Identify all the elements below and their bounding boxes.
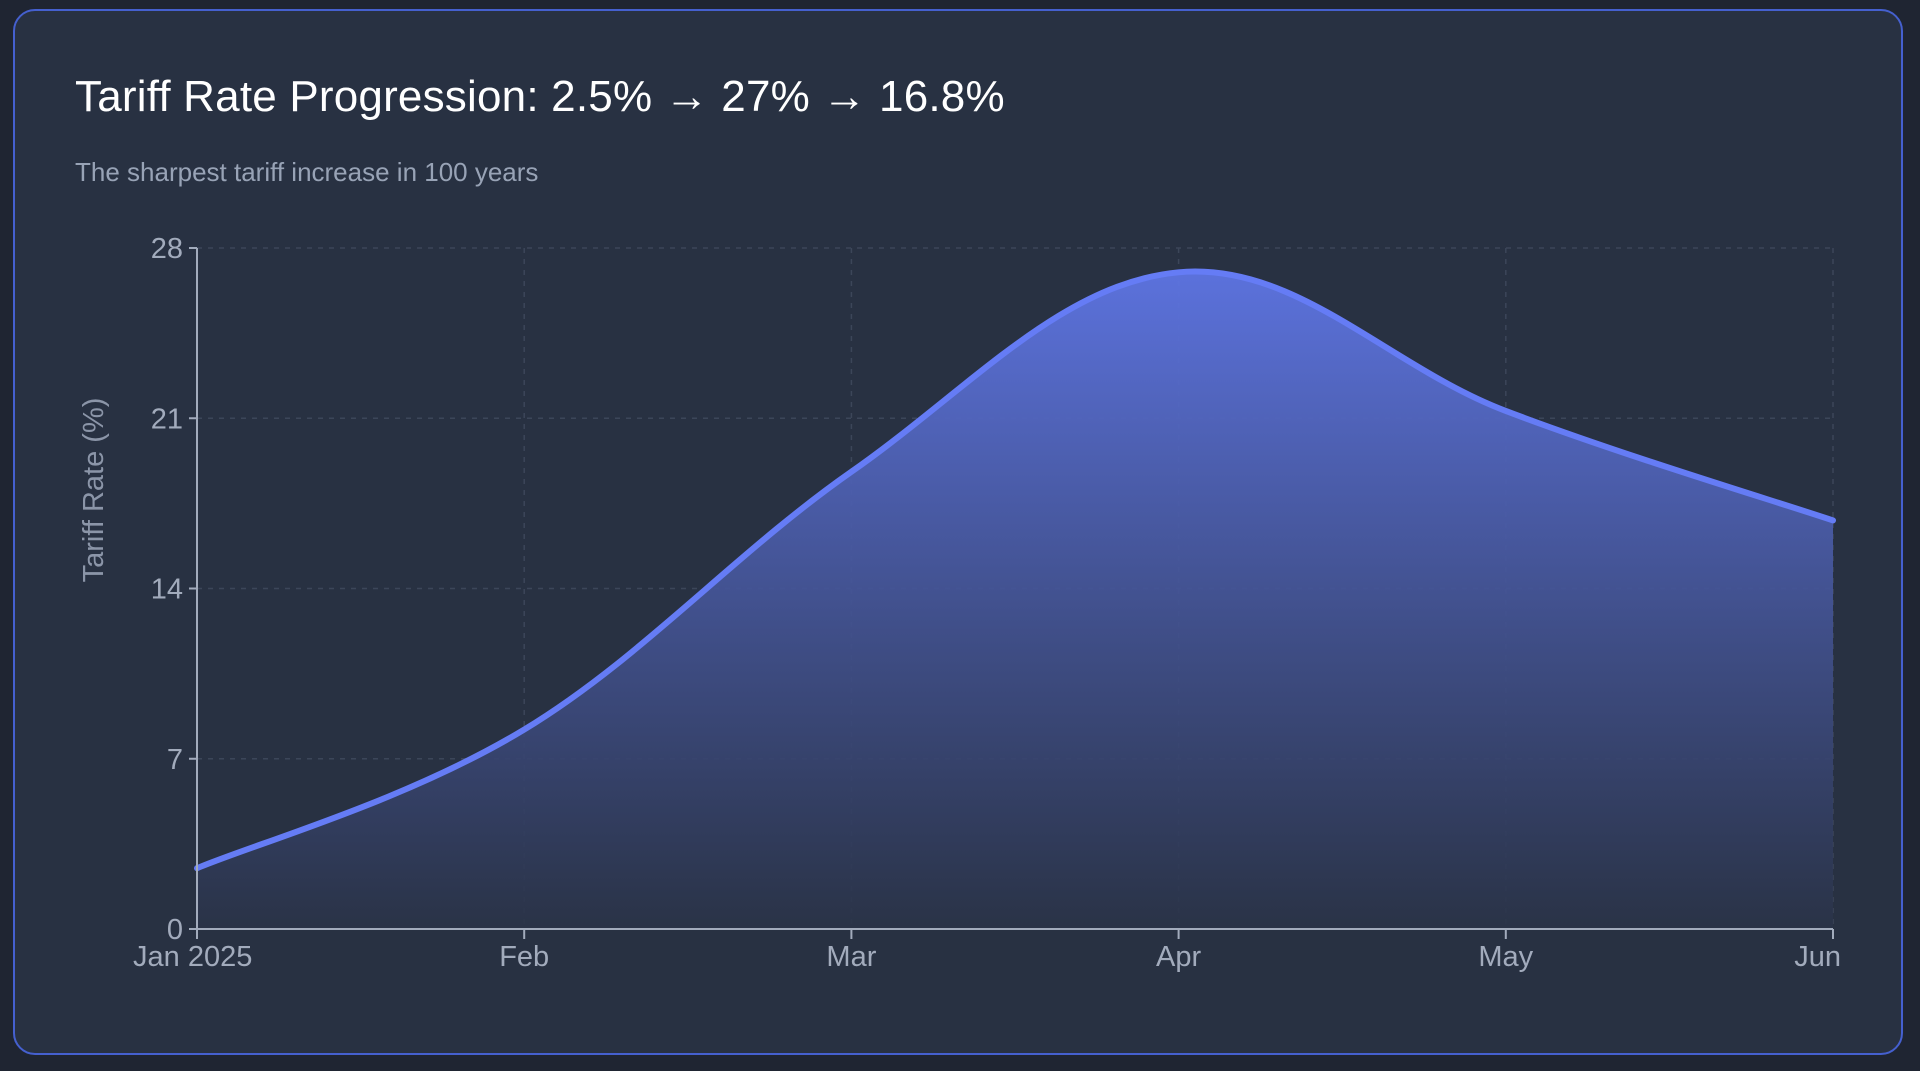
chart-subtitle: The sharpest tariff increase in 100 year… bbox=[75, 157, 539, 187]
x-tick-label: Feb bbox=[499, 941, 549, 973]
y-tick-label: 28 bbox=[151, 233, 183, 265]
chart-title: Tariff Rate Progression: 2.5% → 27% → 16… bbox=[75, 72, 1005, 121]
y-tick-label: 7 bbox=[167, 744, 183, 776]
axes: 0 7 14 21 28 Jan 2025 Feb Mar Apr May Jun bbox=[133, 233, 1841, 973]
area-fill bbox=[197, 271, 1833, 929]
x-tick-label: Apr bbox=[1156, 941, 1201, 973]
x-tick-label: May bbox=[1478, 941, 1533, 973]
y-tick-label: 14 bbox=[151, 574, 183, 606]
x-tick-label: Jun bbox=[1794, 941, 1841, 973]
x-tick-label: Jan 2025 bbox=[133, 941, 252, 973]
x-tick-label: Mar bbox=[826, 941, 876, 973]
series-line bbox=[194, 268, 1836, 872]
y-axis-title: Tariff Rate (%) bbox=[78, 398, 110, 583]
y-tick-label: 21 bbox=[151, 403, 183, 435]
y-tick-label: 0 bbox=[167, 914, 183, 946]
